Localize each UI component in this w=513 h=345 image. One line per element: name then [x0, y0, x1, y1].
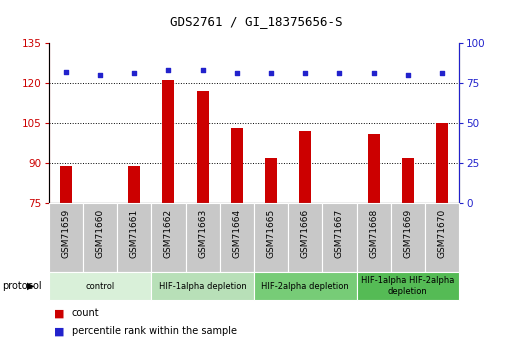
Bar: [436, 123, 448, 203]
Text: GSM71663: GSM71663: [198, 208, 207, 258]
Text: GSM71661: GSM71661: [130, 208, 139, 258]
Bar: [265, 158, 277, 203]
Bar: [402, 158, 414, 203]
Point: [404, 72, 412, 78]
Text: count: count: [72, 308, 100, 318]
Bar: [254, 272, 357, 300]
Bar: [49, 203, 83, 272]
Text: GSM71665: GSM71665: [267, 208, 275, 258]
Text: percentile rank within the sample: percentile rank within the sample: [72, 326, 237, 336]
Point: [301, 71, 309, 76]
Bar: [368, 134, 380, 203]
Point: [130, 71, 139, 76]
Text: protocol: protocol: [3, 281, 42, 291]
Text: GSM71669: GSM71669: [403, 208, 412, 258]
Bar: [117, 203, 151, 272]
Point: [369, 71, 378, 76]
Bar: [163, 80, 174, 203]
Text: ■: ■: [54, 308, 64, 318]
Bar: [299, 131, 311, 203]
Bar: [151, 203, 186, 272]
Text: ■: ■: [54, 326, 64, 336]
Bar: [357, 272, 459, 300]
Bar: [391, 203, 425, 272]
Bar: [196, 91, 209, 203]
Text: control: control: [85, 282, 115, 290]
Text: GSM71664: GSM71664: [232, 208, 241, 257]
Bar: [151, 272, 254, 300]
Bar: [128, 166, 140, 203]
Bar: [83, 203, 117, 272]
Text: GSM71670: GSM71670: [438, 208, 446, 258]
Text: GSM71666: GSM71666: [301, 208, 310, 258]
Bar: [186, 203, 220, 272]
Point: [199, 68, 207, 73]
Text: GDS2761 / GI_18375656-S: GDS2761 / GI_18375656-S: [170, 16, 343, 29]
Point: [233, 71, 241, 76]
Text: GSM71660: GSM71660: [95, 208, 105, 258]
Point: [96, 72, 104, 78]
Point: [438, 71, 446, 76]
Point: [164, 68, 172, 73]
Text: HIF-1alpha HIF-2alpha
depletion: HIF-1alpha HIF-2alpha depletion: [361, 276, 455, 296]
Bar: [425, 203, 459, 272]
Bar: [322, 203, 357, 272]
Point: [267, 71, 275, 76]
Bar: [49, 272, 151, 300]
Bar: [220, 203, 254, 272]
Bar: [231, 128, 243, 203]
Text: GSM71662: GSM71662: [164, 208, 173, 257]
Bar: [60, 166, 72, 203]
Text: HIF-2alpha depletion: HIF-2alpha depletion: [261, 282, 349, 290]
Text: GSM71659: GSM71659: [62, 208, 70, 258]
Point: [336, 71, 344, 76]
Text: GSM71667: GSM71667: [335, 208, 344, 258]
Text: ▶: ▶: [27, 281, 35, 291]
Bar: [357, 203, 391, 272]
Bar: [288, 203, 322, 272]
Text: HIF-1alpha depletion: HIF-1alpha depletion: [159, 282, 247, 290]
Text: GSM71668: GSM71668: [369, 208, 378, 258]
Bar: [254, 203, 288, 272]
Point: [62, 69, 70, 75]
